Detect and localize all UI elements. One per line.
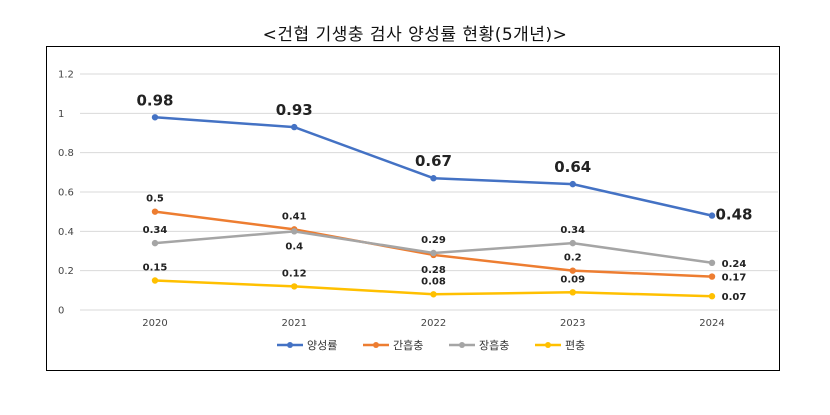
data-label: 0.34 [560,225,585,236]
data-label: 0.4 [285,241,303,252]
y-tick-label: 0 [58,306,64,317]
legend-label: 간흡충 [393,338,423,352]
legend-label: 편충 [565,339,585,352]
data-point [569,180,576,188]
data-point [569,289,576,296]
data-label: 0.17 [722,273,747,284]
y-tick-label: 0.4 [58,227,74,238]
legend-label: 양성률 [307,339,337,352]
data-point [151,277,159,284]
legend-marker [287,342,293,348]
x-tick-label: 2023 [560,318,585,329]
data-point [708,293,716,300]
data-point [708,259,716,266]
data-label: 0.29 [421,235,446,246]
data-label: 0.41 [282,211,307,222]
y-tick-label: 1.2 [58,70,74,81]
x-tick-label: 2020 [142,318,167,329]
data-point [151,208,159,215]
x-tick-label: 2022 [421,318,446,329]
data-label: 0.48 [715,206,752,224]
legend-marker [373,342,379,348]
data-point [708,212,716,219]
data-point [151,239,159,247]
data-point [151,114,159,121]
data-label: 0.28 [421,265,446,276]
data-label: 0.12 [282,268,307,279]
data-label: 0.15 [143,263,168,274]
data-label: 0.34 [143,225,168,236]
chart-frame [46,46,780,371]
data-label: 0.64 [554,158,591,176]
data-label: 0.24 [722,259,747,270]
data-label: 0.2 [564,253,582,264]
y-tick-label: 1 [58,109,64,120]
data-point [430,249,437,257]
data-label: 0.93 [276,101,313,119]
data-point [430,291,437,298]
data-point [291,283,298,290]
data-label: 0.09 [560,274,585,285]
legend-marker [545,342,551,348]
legend-label: 장흡충 [479,338,509,352]
data-point [708,273,716,280]
data-label: 0.07 [722,292,747,303]
x-tick-label: 2024 [699,318,724,329]
y-tick-label: 0.2 [58,266,74,277]
data-label: 0.08 [421,276,446,287]
y-tick-label: 0.8 [58,148,74,159]
legend-marker [459,342,465,348]
data-point [291,228,298,235]
data-point [569,239,576,247]
data-label: 0.5 [146,194,164,205]
data-point [291,123,298,131]
data-label: 0.98 [136,91,173,109]
page-title: <건협 기생충 검사 양성률 현황(5개년)> [262,25,568,45]
data-point [569,267,576,274]
x-tick-label: 2021 [282,318,307,329]
data-point [430,175,437,182]
y-tick-label: 0.6 [58,188,74,199]
data-label: 0.67 [415,152,452,170]
